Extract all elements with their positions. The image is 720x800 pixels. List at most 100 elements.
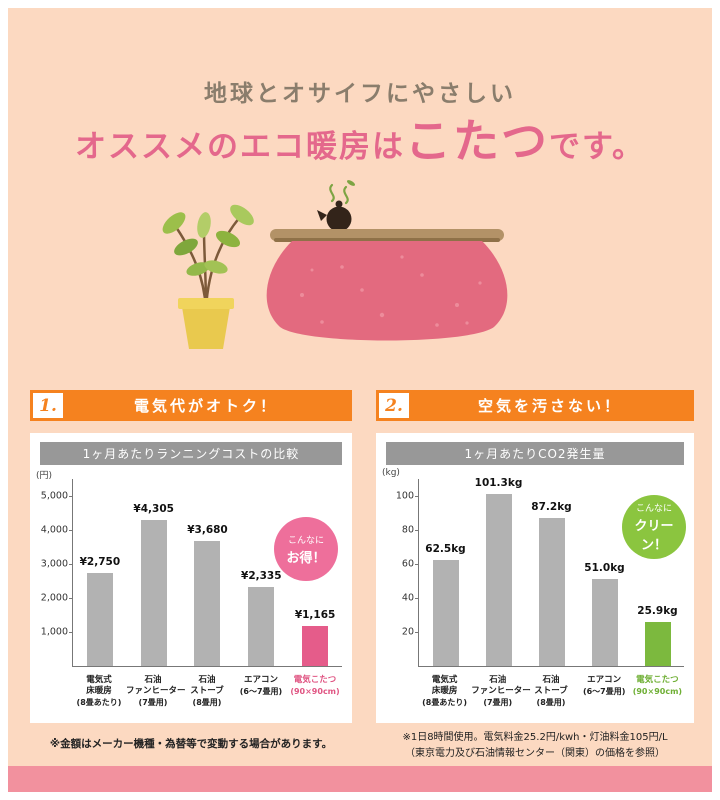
y-tick-label: 2,000 <box>40 592 68 604</box>
clean-badge: こんなに クリーン！ <box>622 495 686 559</box>
steam-leaf-icon <box>346 180 356 186</box>
section-1-header: 1. 電気代がオトク！ <box>30 390 352 421</box>
badge-text-big: クリーン！ <box>634 519 674 553</box>
leaf-icon <box>186 262 210 276</box>
y-tick-label: 3,000 <box>40 558 68 570</box>
bar-value-label: ¥2,335 <box>241 569 282 582</box>
badge-text-small: こんなに <box>287 535 324 546</box>
bar <box>86 572 113 666</box>
x-category-label: 石油 ファンヒーター (7畳用) <box>126 675 186 708</box>
footnote-right-line1: ※1日8時間使用。電気料金25.2円/kwh・灯油料金105円/L <box>402 732 668 743</box>
bar-slot: ¥1,165 <box>288 479 342 666</box>
bar <box>485 493 512 666</box>
x-category-label: 電気式 床暖房 (8畳あたり) <box>76 675 122 708</box>
y-tick-mark <box>415 496 419 497</box>
section-1-label: 電気代がオトク！ <box>133 397 278 415</box>
leaf-icon <box>162 212 186 234</box>
bar-value-label: ¥1,165 <box>294 609 336 622</box>
y-tick-label: 1,000 <box>40 626 68 638</box>
page-subtitle: 地球とオサイフにやさしい <box>204 80 516 107</box>
bar-slot: ¥2,750 <box>73 479 127 666</box>
y-tick-mark <box>69 564 73 565</box>
x-category-label: 電気式 床暖房 (8畳あたり) <box>422 675 468 708</box>
footnote-right-line2: （東京電力及び石油情報センター（関東）の価格を参照） <box>405 747 665 759</box>
bar-value-label: ¥2,750 <box>79 555 121 568</box>
bar-slot: 87.2kg <box>525 479 578 666</box>
bar-highlight <box>302 626 329 666</box>
y-axis-unit: (円) <box>36 471 53 481</box>
bar <box>140 519 167 666</box>
bottom-accent-strip <box>8 766 712 792</box>
plant-illustration <box>162 204 254 349</box>
steam-icon <box>329 183 349 205</box>
y-tick-label: 40 <box>401 592 414 604</box>
footnote-right: ※1日8時間使用。電気料金25.2円/kwh・灯油料金105円/L （東京電力及… <box>376 730 694 761</box>
bar-chart-plot: 100 80 60 40 20 62.5kg 101.3kg 87.2kg 51.0kg 25.9… <box>396 477 684 667</box>
x-category-label: 石油 ストーブ (8畳用) <box>534 675 568 708</box>
kotatsu-group <box>266 180 508 341</box>
plant-pot <box>182 307 230 349</box>
y-tick-label: 20 <box>401 626 414 638</box>
bar <box>538 517 565 666</box>
y-tick-mark <box>69 530 73 531</box>
title-post: です。 <box>549 129 645 165</box>
section-2-header: 2. 空気を汚さない！ <box>376 390 694 421</box>
title-pre: オススメのエコ暖房は <box>75 129 406 165</box>
savings-badge: こんなに お得！ <box>274 517 338 581</box>
leaf-icon <box>197 212 211 238</box>
bar-chart-plot: 5,000 4,000 3,000 2,000 1,000 ¥2,750 ¥4,305 ¥3,… <box>41 479 342 667</box>
y-axis-unit: (kg) <box>382 468 400 478</box>
co2-chart-panel: 1ヶ月あたりCO2発生量 (kg) 100 80 60 40 20 62.5kg 101.3… <box>376 433 694 723</box>
bar-slot: 62.5kg <box>419 479 472 666</box>
chart-title: 1ヶ月あたりランニングコストの比較 <box>40 442 342 465</box>
teapot-icon <box>317 200 352 232</box>
leaf-icon <box>230 204 254 226</box>
leaf-icon <box>174 238 198 256</box>
bar-slot: ¥3,680 <box>181 479 235 666</box>
y-tick-mark <box>69 598 73 599</box>
bar-slot: 25.9kg <box>631 479 684 666</box>
y-tick-label: 4,000 <box>40 524 68 536</box>
cost-chart-panel: 1ヶ月あたりランニングコストの比較 (円) 5,000 4,000 3,000 2,0… <box>30 433 352 723</box>
badge-text-big: お得！ <box>286 550 326 566</box>
y-tick-mark <box>69 496 73 497</box>
bar <box>248 586 275 666</box>
y-tick-mark <box>415 530 419 531</box>
futon-texture <box>300 255 482 327</box>
badge-text-small: こんなに <box>635 504 672 514</box>
bar-value-label: 25.9kg <box>637 604 678 617</box>
bar-highlight <box>644 621 671 666</box>
section-2-number: 2. <box>379 393 409 418</box>
y-tick-label: 5,000 <box>40 490 68 502</box>
leaf-icon <box>215 230 241 248</box>
y-tick-label: 100 <box>395 490 414 502</box>
section-1-number: 1. <box>33 393 63 418</box>
x-category-label: エアコン (6〜7畳用) <box>239 675 283 697</box>
y-tick-mark <box>69 632 73 633</box>
y-tick-label: 60 <box>401 558 414 570</box>
bar <box>432 559 459 666</box>
bar-value-label: 101.3kg <box>474 476 523 489</box>
x-category-label: 電気こたつ (90×90cm) <box>290 675 340 697</box>
y-tick-mark <box>415 632 419 633</box>
bar-slot: ¥2,335 <box>234 479 288 666</box>
footnote-left: ※金額はメーカー機種・為替等で変動する場合があります。 <box>49 738 333 750</box>
bar-value-label: ¥4,305 <box>133 502 174 515</box>
y-tick-mark <box>415 598 419 599</box>
bar-slot: 101.3kg <box>472 477 525 666</box>
title-highlight: こたつ <box>405 114 550 168</box>
bar <box>194 540 221 666</box>
bar <box>591 579 618 666</box>
page-title: オススメのエコ暖房はこたつです。 <box>8 105 712 171</box>
bar-slot: ¥4,305 <box>127 479 181 666</box>
x-axis-labels: 電気式 床暖房 (8畳あたり) 石油 ファンヒーター (7畳用) 石油 ストーブ (8畳用) エア… <box>418 673 684 721</box>
bar-value-label: 51.0kg <box>584 562 625 575</box>
chart-title: 1ヶ月あたりCO2発生量 <box>386 442 684 465</box>
section-2-label: 空気を汚さない！ <box>477 397 622 415</box>
y-tick-mark <box>415 564 419 565</box>
kotatsu-illustration <box>162 180 508 349</box>
poster-background: 地球とオサイフにやさしい オススメのエコ暖房はこたつです。 <box>8 8 712 792</box>
kotatsu-futon <box>266 241 508 341</box>
x-category-label: 石油 ファンヒーター (7畳用) <box>471 675 531 708</box>
